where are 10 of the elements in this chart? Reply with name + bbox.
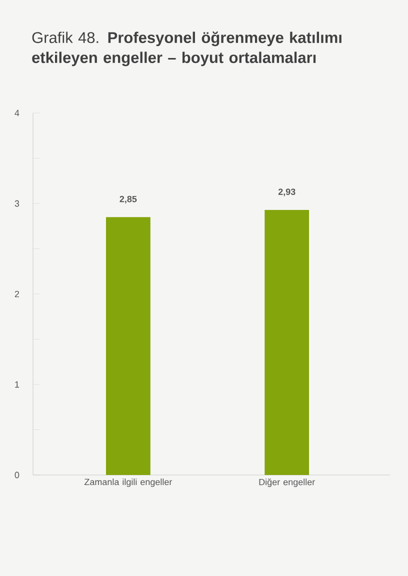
y-tick-label: 1 — [15, 381, 20, 388]
y-tick-label: 2 — [14, 290, 20, 298]
data-label: 2,93 — [278, 188, 296, 196]
chart-title: Grafik 48. Profesyonel öğrenmeye katılımı etkileyen engeller – boyut ortalamaları — [32, 32, 342, 66]
y-tick-label: 4 — [14, 110, 20, 116]
data-label: 2,85 — [120, 196, 137, 204]
y-tick-label: 0 — [14, 472, 20, 478]
y-tick-label: 3 — [14, 200, 20, 207]
x-tick-label: Zamanla ilgili engeller — [84, 478, 172, 487]
x-tick-label: Diğer engeller — [259, 478, 315, 488]
